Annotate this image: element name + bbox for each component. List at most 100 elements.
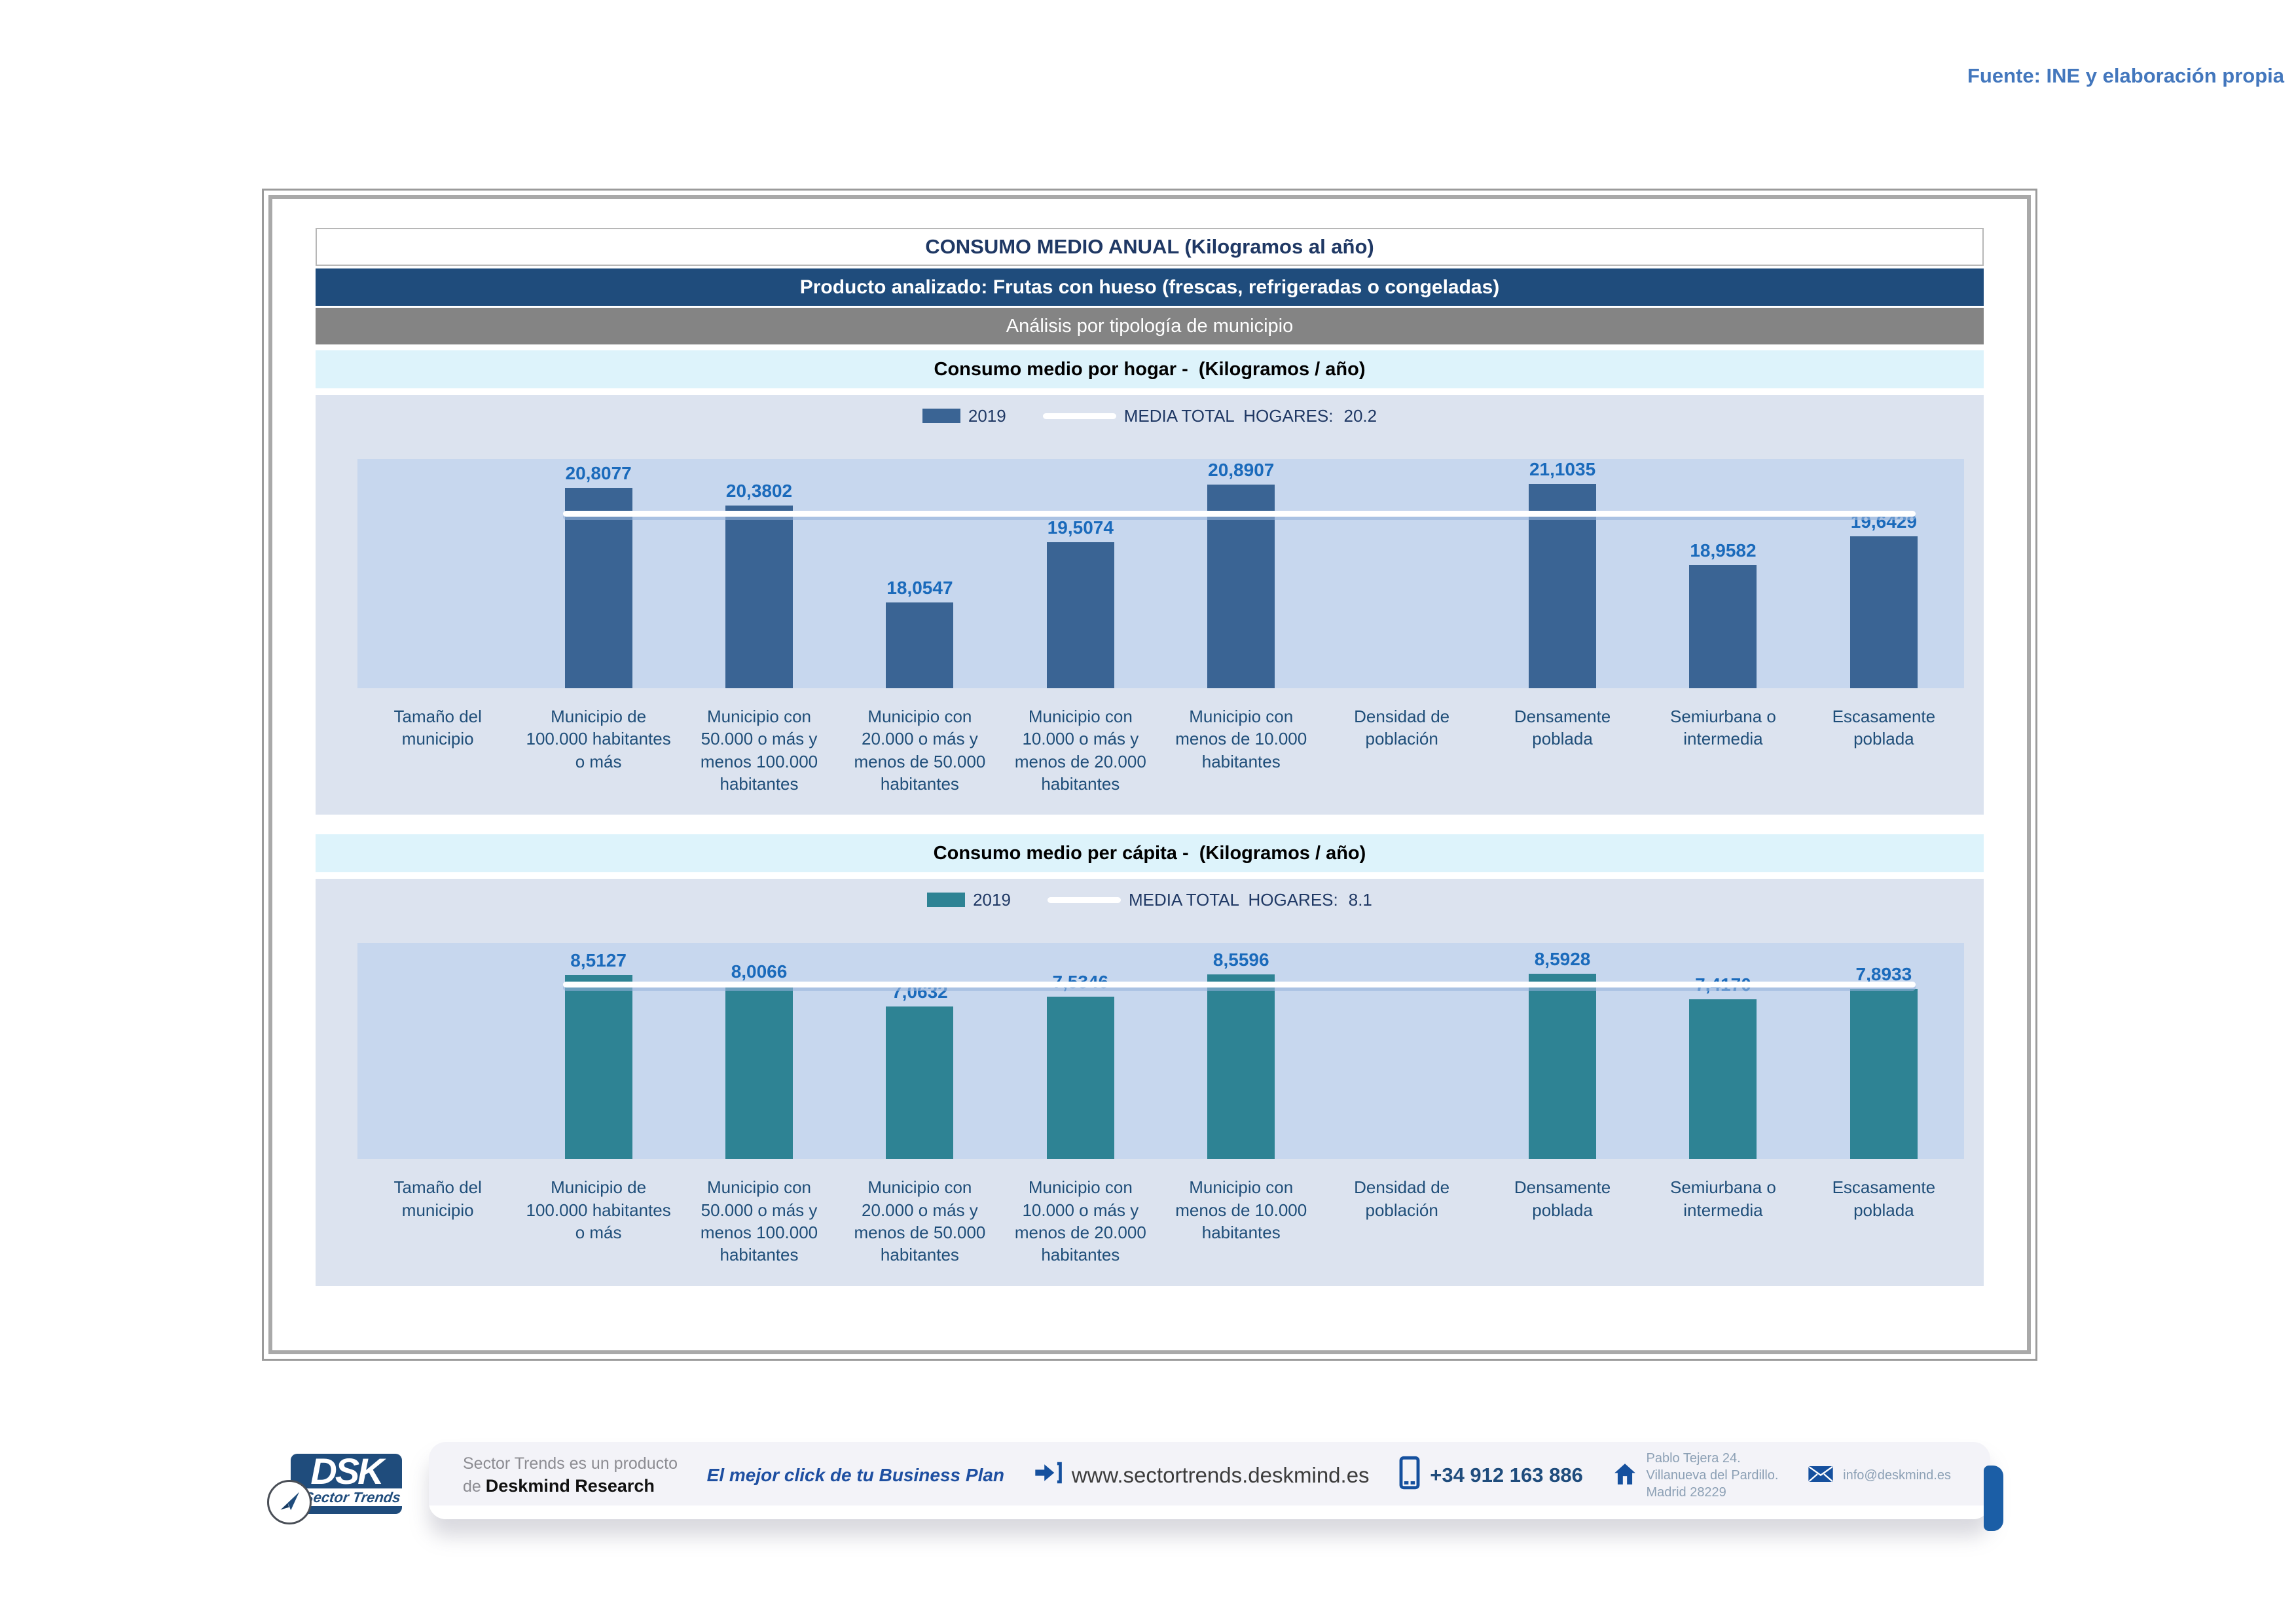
- footer-product-line2: de Deskmind Research: [463, 1475, 655, 1496]
- bar-value-label: 19,5074: [1047, 517, 1114, 538]
- media-total-line: [563, 981, 1916, 987]
- category-label: Densamente poblada: [1514, 707, 1611, 749]
- bar: [1850, 536, 1918, 688]
- bar-slot: 7,5346: [1000, 943, 1161, 1160]
- category-label: Municipio con menos de 10.000 habitantes: [1175, 707, 1307, 771]
- analysis-band: Análisis por tipología de municipio: [316, 308, 1984, 344]
- bar: [1046, 996, 1114, 1160]
- series-label: 2019: [973, 889, 1011, 910]
- category-label: Tamaño del municipio: [393, 1177, 482, 1220]
- bar-value-label: 8,5928: [1534, 948, 1591, 969]
- media-total-value: 8.1: [1348, 889, 1372, 910]
- media-line-swatch: [1042, 413, 1116, 419]
- dsk-logo: DSK Sector Trends: [267, 1450, 405, 1524]
- bar-value-label: 18,9582: [1690, 540, 1757, 561]
- footer-product-text: Sector Trends es un producto de Deskmind…: [463, 1453, 678, 1498]
- bar-slot: [1321, 459, 1482, 688]
- footer-phone-text: +34 912 163 886: [1430, 1464, 1583, 1486]
- bar-value-label: 8,0066: [731, 961, 788, 982]
- bar-slot: 7,4170: [1643, 943, 1803, 1160]
- footer-phone: +34 912 163 886: [1398, 1456, 1583, 1495]
- media-total-label: MEDIA TOTAL HOGARES:: [1123, 405, 1334, 426]
- bar: [886, 602, 954, 688]
- series-swatch: [922, 409, 960, 423]
- bar-slot: 19,5074: [1000, 459, 1161, 688]
- bar: [1046, 542, 1114, 688]
- footer-blue-tab: [1984, 1466, 2003, 1531]
- footer-website: www.sectortrends.deskmind.es: [1034, 1460, 1370, 1490]
- footer-address: Pablo Tejera 24. Villanueva del Pardillo…: [1613, 1450, 1779, 1501]
- bar: [886, 1006, 954, 1160]
- category-label: Densidad de población: [1354, 1177, 1450, 1220]
- source-note: Fuente: INE y elaboración propia: [1967, 64, 2284, 87]
- series-label: 2019: [968, 405, 1006, 426]
- footer-address-text: Pablo Tejera 24. Villanueva del Pardillo…: [1646, 1451, 1779, 1500]
- bar-value-label: 20,8907: [1208, 459, 1275, 480]
- bar-value-label: 8,5127: [570, 950, 627, 971]
- bar-value-label: 7,8933: [1855, 963, 1912, 984]
- footer-bar: Sector Trends es un producto de Deskmind…: [429, 1442, 1990, 1519]
- dsk-logo-brand: Sector Trends: [302, 1488, 402, 1505]
- category-label: Semiurbana o intermedia: [1670, 1177, 1776, 1220]
- deskmind-research-name: Deskmind Research: [485, 1475, 655, 1496]
- axis-labels: Tamaño del municipio Municipio de 100.000…: [357, 705, 1964, 795]
- bar: [725, 986, 793, 1160]
- chart-legend: 2019 MEDIA TOTAL HOGARES: 8.1: [316, 888, 1984, 912]
- footer-email-text: info@deskmind.es: [1843, 1468, 1951, 1483]
- household-chart-title: Consumo medio por hogar - (Kilogramos / …: [316, 350, 1984, 388]
- bar-slot: [357, 943, 518, 1159]
- bar-slot: 20,8907: [1161, 459, 1321, 688]
- footer-product-line1: Sector Trends es un producto: [463, 1454, 678, 1473]
- bar-slot: 7,8933: [1804, 943, 1964, 1160]
- category-label: Densamente poblada: [1514, 1177, 1611, 1220]
- bar: [564, 488, 632, 688]
- dsk-logo-circle: [267, 1480, 312, 1524]
- product-band: Producto analizado: Frutas con hueso (fr…: [316, 268, 1984, 306]
- bar-slot: 7,0632: [839, 943, 1000, 1160]
- bar-value-label: 20,3802: [725, 481, 793, 502]
- bar-slot: [357, 459, 518, 688]
- bar-slot: 19,6429: [1804, 459, 1964, 688]
- category-label: Municipio con 10.000 o más y menos de 20…: [1014, 1177, 1146, 1265]
- bar-slot: 18,0547: [839, 459, 1000, 688]
- media-total-line: [563, 510, 1916, 517]
- footer-email: info@deskmind.es: [1808, 1464, 1951, 1487]
- axis-labels: Tamaño del municipio Municipio de 100.000…: [357, 1176, 1964, 1266]
- bar: [1207, 974, 1275, 1160]
- bar-slot: 8,5596: [1161, 943, 1321, 1160]
- category-label: Densidad de población: [1354, 707, 1450, 749]
- category-label: Municipio con 10.000 o más y menos de 20…: [1014, 707, 1146, 794]
- dsk-logo-acronym: DSK: [310, 1450, 384, 1492]
- footer-website-text: www.sectortrends.deskmind.es: [1071, 1463, 1370, 1487]
- category-label: Municipio con 50.000 o más y menos 100.0…: [700, 1177, 818, 1265]
- report-frame: CONSUMO MEDIO ANUAL (Kilogramos al año) …: [262, 189, 2037, 1361]
- report-frame-inner: CONSUMO MEDIO ANUAL (Kilogramos al año) …: [268, 195, 2031, 1354]
- plot-wrap: 8,5127 8,0066 7,06327,5346 8,5596 8,5928 7,41…: [357, 943, 1964, 1160]
- percapita-chart: 2019 MEDIA TOTAL HOGARES: 8.1 8,5127 8,0066 7…: [316, 879, 1984, 1286]
- category-label: Tamaño del municipio: [393, 707, 482, 749]
- category-label: Municipio de 100.000 habitantes o más: [526, 707, 671, 771]
- bar-slot: 18,9582: [1643, 459, 1803, 688]
- category-label: Escasamente poblada: [1832, 707, 1936, 749]
- category-label: Municipio de 100.000 habitantes o más: [526, 1177, 671, 1242]
- category-label: Municipio con menos de 10.000 habitantes: [1175, 1177, 1307, 1242]
- category-label: Municipio con 20.000 o más y menos de 50…: [854, 1177, 986, 1265]
- category-label: Escasamente poblada: [1832, 1177, 1936, 1220]
- category-label: Municipio con 20.000 o más y menos de 50…: [854, 707, 986, 794]
- series-swatch: [927, 893, 966, 908]
- chart-legend: 2019 MEDIA TOTAL HOGARES: 20.2: [316, 404, 1984, 428]
- bar-slot: 8,5127: [518, 943, 678, 1160]
- bar-value-label: 8,5596: [1212, 949, 1269, 970]
- bar-slot: 21,1035: [1482, 459, 1643, 688]
- plot-area: 20,8077 20,3802 18,0547 19,5074 20,8907 21,10…: [357, 459, 1964, 688]
- bar: [1529, 973, 1597, 1160]
- house-icon: [1613, 1462, 1637, 1490]
- plot-wrap: 20,8077 20,3802 18,0547 19,5074 20,8907 21,10…: [357, 459, 1964, 688]
- report-title: CONSUMO MEDIO ANUAL (Kilogramos al año): [316, 228, 1984, 266]
- bar-value-label: 18,0547: [886, 578, 953, 599]
- paper-plane-icon: [278, 1489, 301, 1516]
- bar-slot: [1321, 943, 1482, 1159]
- bar-slot: 20,3802: [679, 459, 839, 688]
- bar-value-label: 20,8077: [565, 463, 632, 484]
- bar: [1529, 484, 1597, 688]
